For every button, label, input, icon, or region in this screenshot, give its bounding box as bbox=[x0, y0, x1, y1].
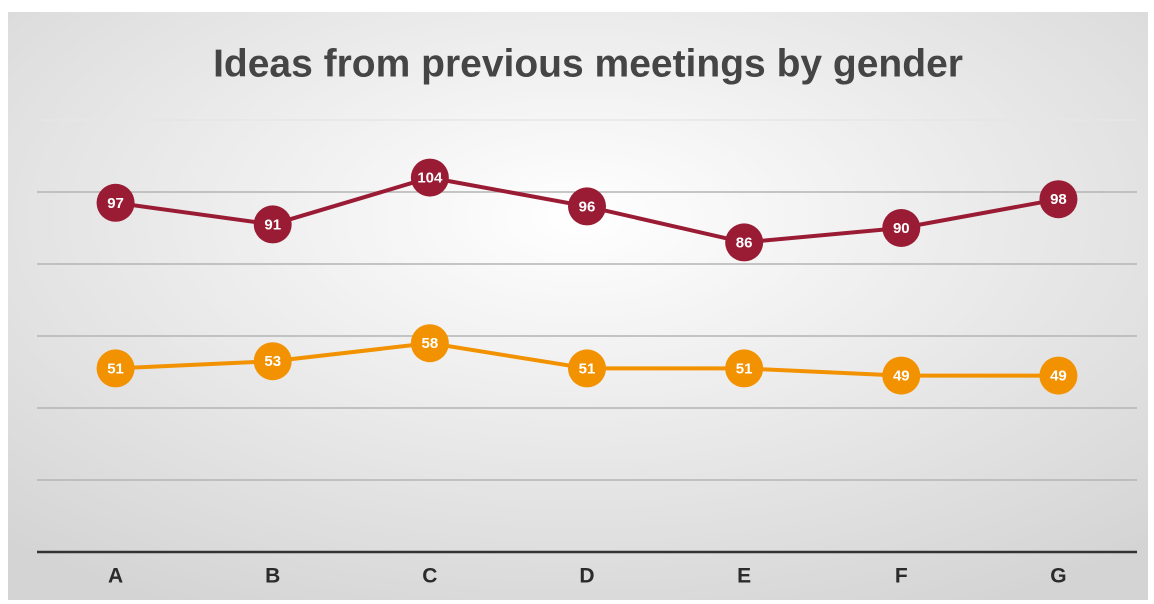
data-label: 98 bbox=[1050, 191, 1067, 208]
data-label: 53 bbox=[264, 353, 281, 370]
data-point bbox=[725, 349, 764, 388]
data-point bbox=[96, 349, 135, 388]
data-label: 49 bbox=[893, 368, 910, 385]
x-tick-label: A bbox=[108, 565, 123, 588]
data-label: 51 bbox=[579, 360, 596, 377]
data-label: 97 bbox=[107, 195, 124, 212]
data-point bbox=[882, 356, 921, 395]
data-point bbox=[253, 205, 292, 244]
x-tick-label: C bbox=[422, 565, 437, 588]
data-point bbox=[253, 342, 292, 381]
data-point bbox=[882, 209, 921, 247]
x-tick-label: D bbox=[579, 565, 594, 588]
data-label: 51 bbox=[736, 360, 753, 377]
data-point bbox=[725, 223, 764, 262]
x-tick-label: E bbox=[737, 565, 751, 588]
data-label: 91 bbox=[264, 216, 281, 233]
data-point bbox=[568, 349, 606, 388]
x-tick-label: B bbox=[265, 565, 280, 588]
x-tick-label: G bbox=[1050, 565, 1066, 588]
data-label: 51 bbox=[107, 360, 124, 377]
data-label: 104 bbox=[417, 170, 443, 187]
data-label: 90 bbox=[893, 220, 910, 237]
data-point bbox=[1039, 180, 1078, 219]
data-label: 49 bbox=[1050, 368, 1067, 385]
chart-background bbox=[8, 12, 1148, 600]
chart-title: Ideas from previous meetings by gender bbox=[213, 42, 963, 85]
data-point bbox=[96, 183, 135, 222]
data-point bbox=[410, 158, 449, 197]
data-label: 96 bbox=[579, 198, 596, 215]
data-point bbox=[1039, 356, 1078, 395]
data-label: 86 bbox=[736, 234, 753, 251]
data-point bbox=[410, 324, 449, 363]
data-point bbox=[568, 187, 606, 226]
x-tick-label: F bbox=[895, 565, 908, 588]
data-label: 58 bbox=[422, 335, 439, 352]
